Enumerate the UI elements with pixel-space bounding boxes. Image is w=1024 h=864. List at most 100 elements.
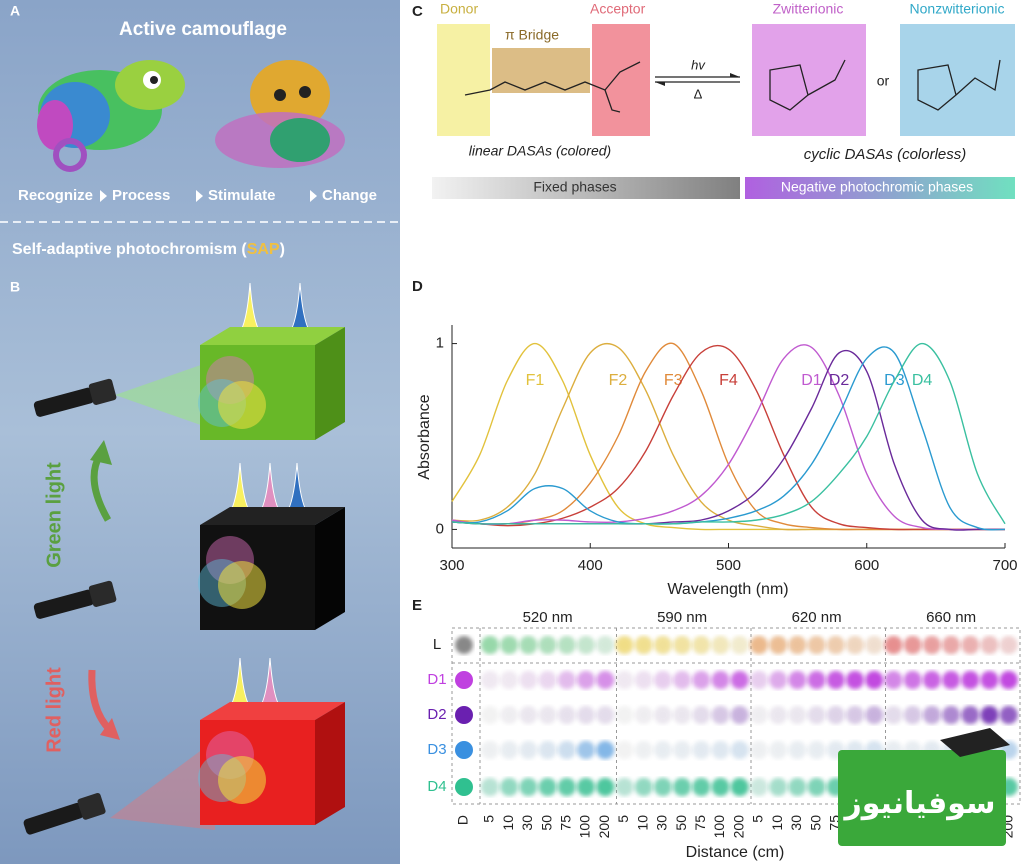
step-label: Stimulate: [208, 187, 276, 204]
phase-label: Negative photochromic phases: [781, 179, 973, 195]
flashlight-body: [33, 589, 95, 619]
series-label: F1: [526, 372, 545, 389]
distance-label: 5: [481, 815, 497, 823]
dot: [538, 778, 557, 796]
box-title: π Bridge: [505, 27, 559, 43]
dot: [750, 741, 768, 759]
dot: [692, 636, 711, 654]
dot: [750, 706, 768, 724]
step-label: Change: [322, 187, 377, 204]
venn: [218, 561, 266, 609]
dot: [538, 706, 557, 724]
absorbance-curve: [451, 346, 1006, 531]
title-part: ): [280, 241, 285, 258]
series-label: F4: [719, 372, 738, 389]
dot: [519, 671, 538, 689]
dot: [500, 706, 518, 724]
dot: [730, 671, 749, 689]
dot: [557, 636, 576, 654]
dot: [826, 706, 845, 724]
steps: Recognize Process Stimulate Change: [18, 187, 377, 204]
watermark-icon: [940, 728, 1010, 757]
side-label: Green light: [43, 462, 65, 568]
dot: [903, 706, 922, 724]
flashlight: [23, 792, 106, 835]
x-tick-label: 400: [578, 557, 603, 574]
dot: [615, 636, 634, 654]
distance-label: 50: [538, 815, 554, 831]
distance-label: 75: [692, 815, 708, 831]
dot: [711, 636, 730, 654]
reference-dot: [455, 671, 473, 689]
x-axis-label: Distance (cm): [686, 844, 785, 861]
step-label: Recognize: [18, 187, 93, 204]
box-title: Acceptor: [590, 1, 646, 17]
panel-label: D: [412, 278, 423, 295]
dot: [596, 778, 615, 796]
flashlight-head: [77, 792, 106, 820]
reference-dot: [455, 706, 473, 724]
panel-label: C: [412, 3, 423, 20]
dot: [826, 671, 845, 689]
dot-shadow: [750, 706, 768, 724]
zwitterionic-box: [752, 24, 866, 136]
dot-shadow: [615, 741, 634, 759]
distance-label: 10: [500, 815, 516, 831]
side-label: Red light: [43, 667, 65, 753]
dot: [711, 741, 730, 759]
matrix-frame: [451, 627, 1021, 805]
dot-shadow: [615, 706, 634, 724]
dot: [730, 636, 749, 654]
chameleon-illustration: [37, 60, 185, 172]
y-tick-label: 0: [436, 520, 444, 537]
dot: [634, 636, 653, 654]
dot: [557, 671, 576, 689]
row-label: D3: [427, 741, 446, 758]
dot-shadow: [481, 741, 499, 759]
distance-label: 50: [673, 815, 689, 831]
arrow-label: Δ: [694, 86, 703, 101]
dot: [538, 741, 557, 759]
dot-shadow: [500, 706, 519, 724]
cube-side: [315, 507, 345, 630]
distance-label: 100: [577, 815, 593, 839]
octopus-illustration: [215, 60, 345, 168]
dot: [865, 636, 884, 654]
dot: [903, 671, 922, 689]
group-label: 590 nm: [657, 609, 707, 626]
dot: [884, 671, 903, 689]
box-title: Nonzwitterionic: [910, 1, 1005, 17]
arrow-label: hv: [691, 57, 706, 72]
dot: [635, 706, 653, 724]
row-label: D1: [427, 671, 446, 688]
distance-label: 30: [788, 815, 804, 831]
dot-shadow: [769, 741, 788, 759]
dot: [519, 706, 538, 724]
venn: [218, 381, 266, 429]
dot: [653, 636, 672, 654]
dot: [961, 706, 980, 724]
light-beam: [115, 360, 215, 430]
step-arrow: [100, 190, 107, 202]
distance-label: 200: [596, 815, 612, 839]
title-part: Self-adaptive photochromism (: [12, 241, 247, 258]
y-axis-label: Absorbance: [416, 394, 433, 479]
panel-title: Self-adaptive photochromism (SAP): [12, 241, 285, 258]
dot: [807, 671, 826, 689]
distance-label: 10: [769, 815, 785, 831]
dot: [961, 671, 980, 689]
dot: [653, 778, 672, 796]
distance-label: 30: [519, 815, 535, 831]
cube-top: [200, 507, 345, 525]
series-label: F3: [664, 372, 683, 389]
dot: [769, 706, 788, 724]
arrow-head: [655, 82, 665, 86]
distance-label: 30: [654, 815, 670, 831]
distance-label: 10: [634, 815, 650, 831]
dot: [865, 671, 884, 689]
title-part: SAP: [247, 241, 280, 258]
distance-label: 100: [711, 815, 727, 839]
watermark-text: سوفیانیوز: [842, 787, 995, 820]
absorbance-curve: [451, 344, 1005, 531]
dot: [788, 778, 807, 796]
